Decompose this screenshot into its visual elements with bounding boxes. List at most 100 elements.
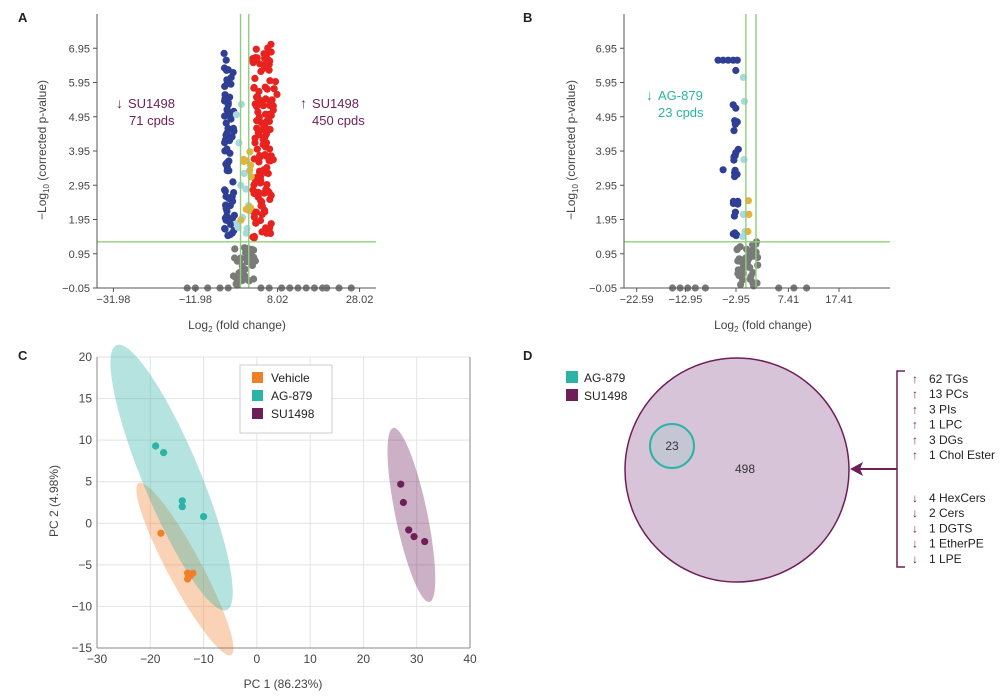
venn-circle-ag879 <box>649 423 695 469</box>
pca-point-su1498 <box>421 537 429 546</box>
venn-legend-swatch-ag879 <box>566 371 578 383</box>
x-tick-label: 28.02 <box>346 294 374 306</box>
bracket-arrow-head <box>850 462 863 476</box>
volcano-point <box>265 117 273 125</box>
x-tick-label: −22.59 <box>620 294 654 306</box>
annotation-up-count-a: 450 cpds <box>312 113 365 128</box>
volcano-point <box>256 179 264 187</box>
volcano-point <box>225 195 233 203</box>
annotation-down-arrow-b: ↓ <box>646 87 653 103</box>
volcano-point <box>258 210 266 219</box>
annotation-down-label-b: AG-879 <box>658 88 703 103</box>
y-tick-label: 0 <box>85 516 92 530</box>
pca-point-ag-879 <box>160 449 168 457</box>
up-arrow: ↑ <box>912 448 918 462</box>
volcano-point <box>231 273 239 281</box>
volcano-point <box>262 59 270 67</box>
x-tick-label: 40 <box>463 652 477 666</box>
volcano-point <box>231 245 239 253</box>
x-tick-label: −30 <box>87 652 108 666</box>
volcano-point <box>240 169 248 177</box>
y-tick-label: 0.95 <box>69 249 90 261</box>
up-class-label: 3 PIs <box>929 402 956 416</box>
up-arrow: ↑ <box>912 387 918 401</box>
volcano-point <box>256 153 264 161</box>
x-tick-label: −11.98 <box>179 294 212 306</box>
volcano-point <box>739 73 747 81</box>
volcano-point <box>746 275 754 283</box>
x-tick-label: −2.95 <box>722 294 750 306</box>
down-arrow: ↓ <box>912 521 918 535</box>
volcano-point <box>739 233 747 241</box>
volcano-point <box>242 229 250 237</box>
annotation-up-label-a: SU1498 <box>312 96 359 111</box>
up-arrow: ↑ <box>912 402 918 416</box>
y-tick-label: 3.95 <box>596 146 617 158</box>
down-arrow: ↓ <box>912 491 918 505</box>
volcano-point <box>266 77 274 85</box>
down-arrow: ↓ <box>912 506 918 520</box>
volcano-point <box>735 255 743 263</box>
up-class-label: 1 Chol Ester <box>929 448 995 462</box>
axes-c: −30 −20 −10 0 10 20 30 40 −15 −10 −5 0 5 10 15 20 <box>72 350 477 666</box>
volcano-point <box>263 181 271 189</box>
volcano-point <box>269 156 277 164</box>
x-tick-label: −20 <box>140 652 161 666</box>
volcano-point <box>223 106 231 114</box>
volcano-point <box>254 108 262 116</box>
up-class-label: 62 TGs <box>929 372 968 386</box>
volcano-point <box>253 93 261 101</box>
y-tick-label: 4.95 <box>69 112 90 124</box>
volcano-point <box>253 103 261 111</box>
volcano-points-b <box>668 56 811 292</box>
volcano-point <box>239 273 247 281</box>
annotation-down-label-a: SU1498 <box>128 96 175 111</box>
volcano-point <box>730 127 738 135</box>
volcano-point <box>230 189 238 197</box>
legend-label-ag879: AG-879 <box>271 389 313 403</box>
volcano-point <box>754 261 762 269</box>
volcano-point <box>226 93 234 101</box>
up-class-label: 3 DGs <box>929 433 963 447</box>
axes-a: −0.05 0.95 1.95 2.95 3.95 4.95 5.95 6.95 −31.98 −… <box>62 14 376 306</box>
y-tick-label: −10 <box>72 599 93 613</box>
volcano-point <box>244 249 252 258</box>
y-axis-title-b: −Log10 (corrected p-value) <box>564 80 580 220</box>
pca-point-su1498 <box>410 532 418 541</box>
y-tick-label: 10 <box>79 433 93 447</box>
volcano-point <box>254 129 262 137</box>
volcano-point <box>265 125 273 133</box>
down-regulated-classes: ↓ 4 HexCers ↓ 2 Cers ↓ 1 DGTS ↓ 1 EtherPE ↓ 1 LPE <box>912 491 986 566</box>
annotation-down-count-a: 71 cpds <box>129 113 175 128</box>
volcano-point <box>231 254 239 262</box>
volcano-point <box>253 54 261 62</box>
volcano-point <box>263 164 271 172</box>
volcano-point <box>223 129 231 137</box>
y-tick-label: 15 <box>79 392 93 406</box>
pca-points <box>152 442 429 583</box>
venn-legend-swatch-su1498 <box>566 389 578 401</box>
pca-plot: −30 −20 −10 0 10 20 30 40 −15 −10 −5 0 5 10 15 20 Vehic… <box>47 344 477 691</box>
up-class-label: 13 PCs <box>929 387 968 401</box>
volcano-point <box>250 256 258 265</box>
panel-label-c: C <box>18 348 28 363</box>
volcano-point <box>224 101 232 109</box>
x-tick-label: 30 <box>410 652 424 666</box>
volcano-point <box>229 124 237 132</box>
volcano-point <box>731 173 739 181</box>
volcano-point <box>225 137 234 145</box>
volcano-point <box>220 49 228 58</box>
volcano-point <box>252 208 260 216</box>
volcano-point <box>252 45 260 53</box>
volcano-point <box>222 56 230 64</box>
volcano-point <box>223 76 231 84</box>
volcano-point <box>262 169 270 177</box>
x-tick-label: 17.41 <box>825 294 853 306</box>
venn-diagram: AG-879 SU1498 23 498 ↑ 62 TGs ↑ 13 PCs ↑ 3 PI… <box>566 357 995 583</box>
x-axis-title-a: Log2 (fold change) <box>188 318 286 334</box>
y-tick-label: 5.95 <box>69 78 90 90</box>
volcano-point <box>249 233 257 241</box>
legend-swatch-vehicle <box>252 372 263 383</box>
volcano-point <box>731 166 739 174</box>
